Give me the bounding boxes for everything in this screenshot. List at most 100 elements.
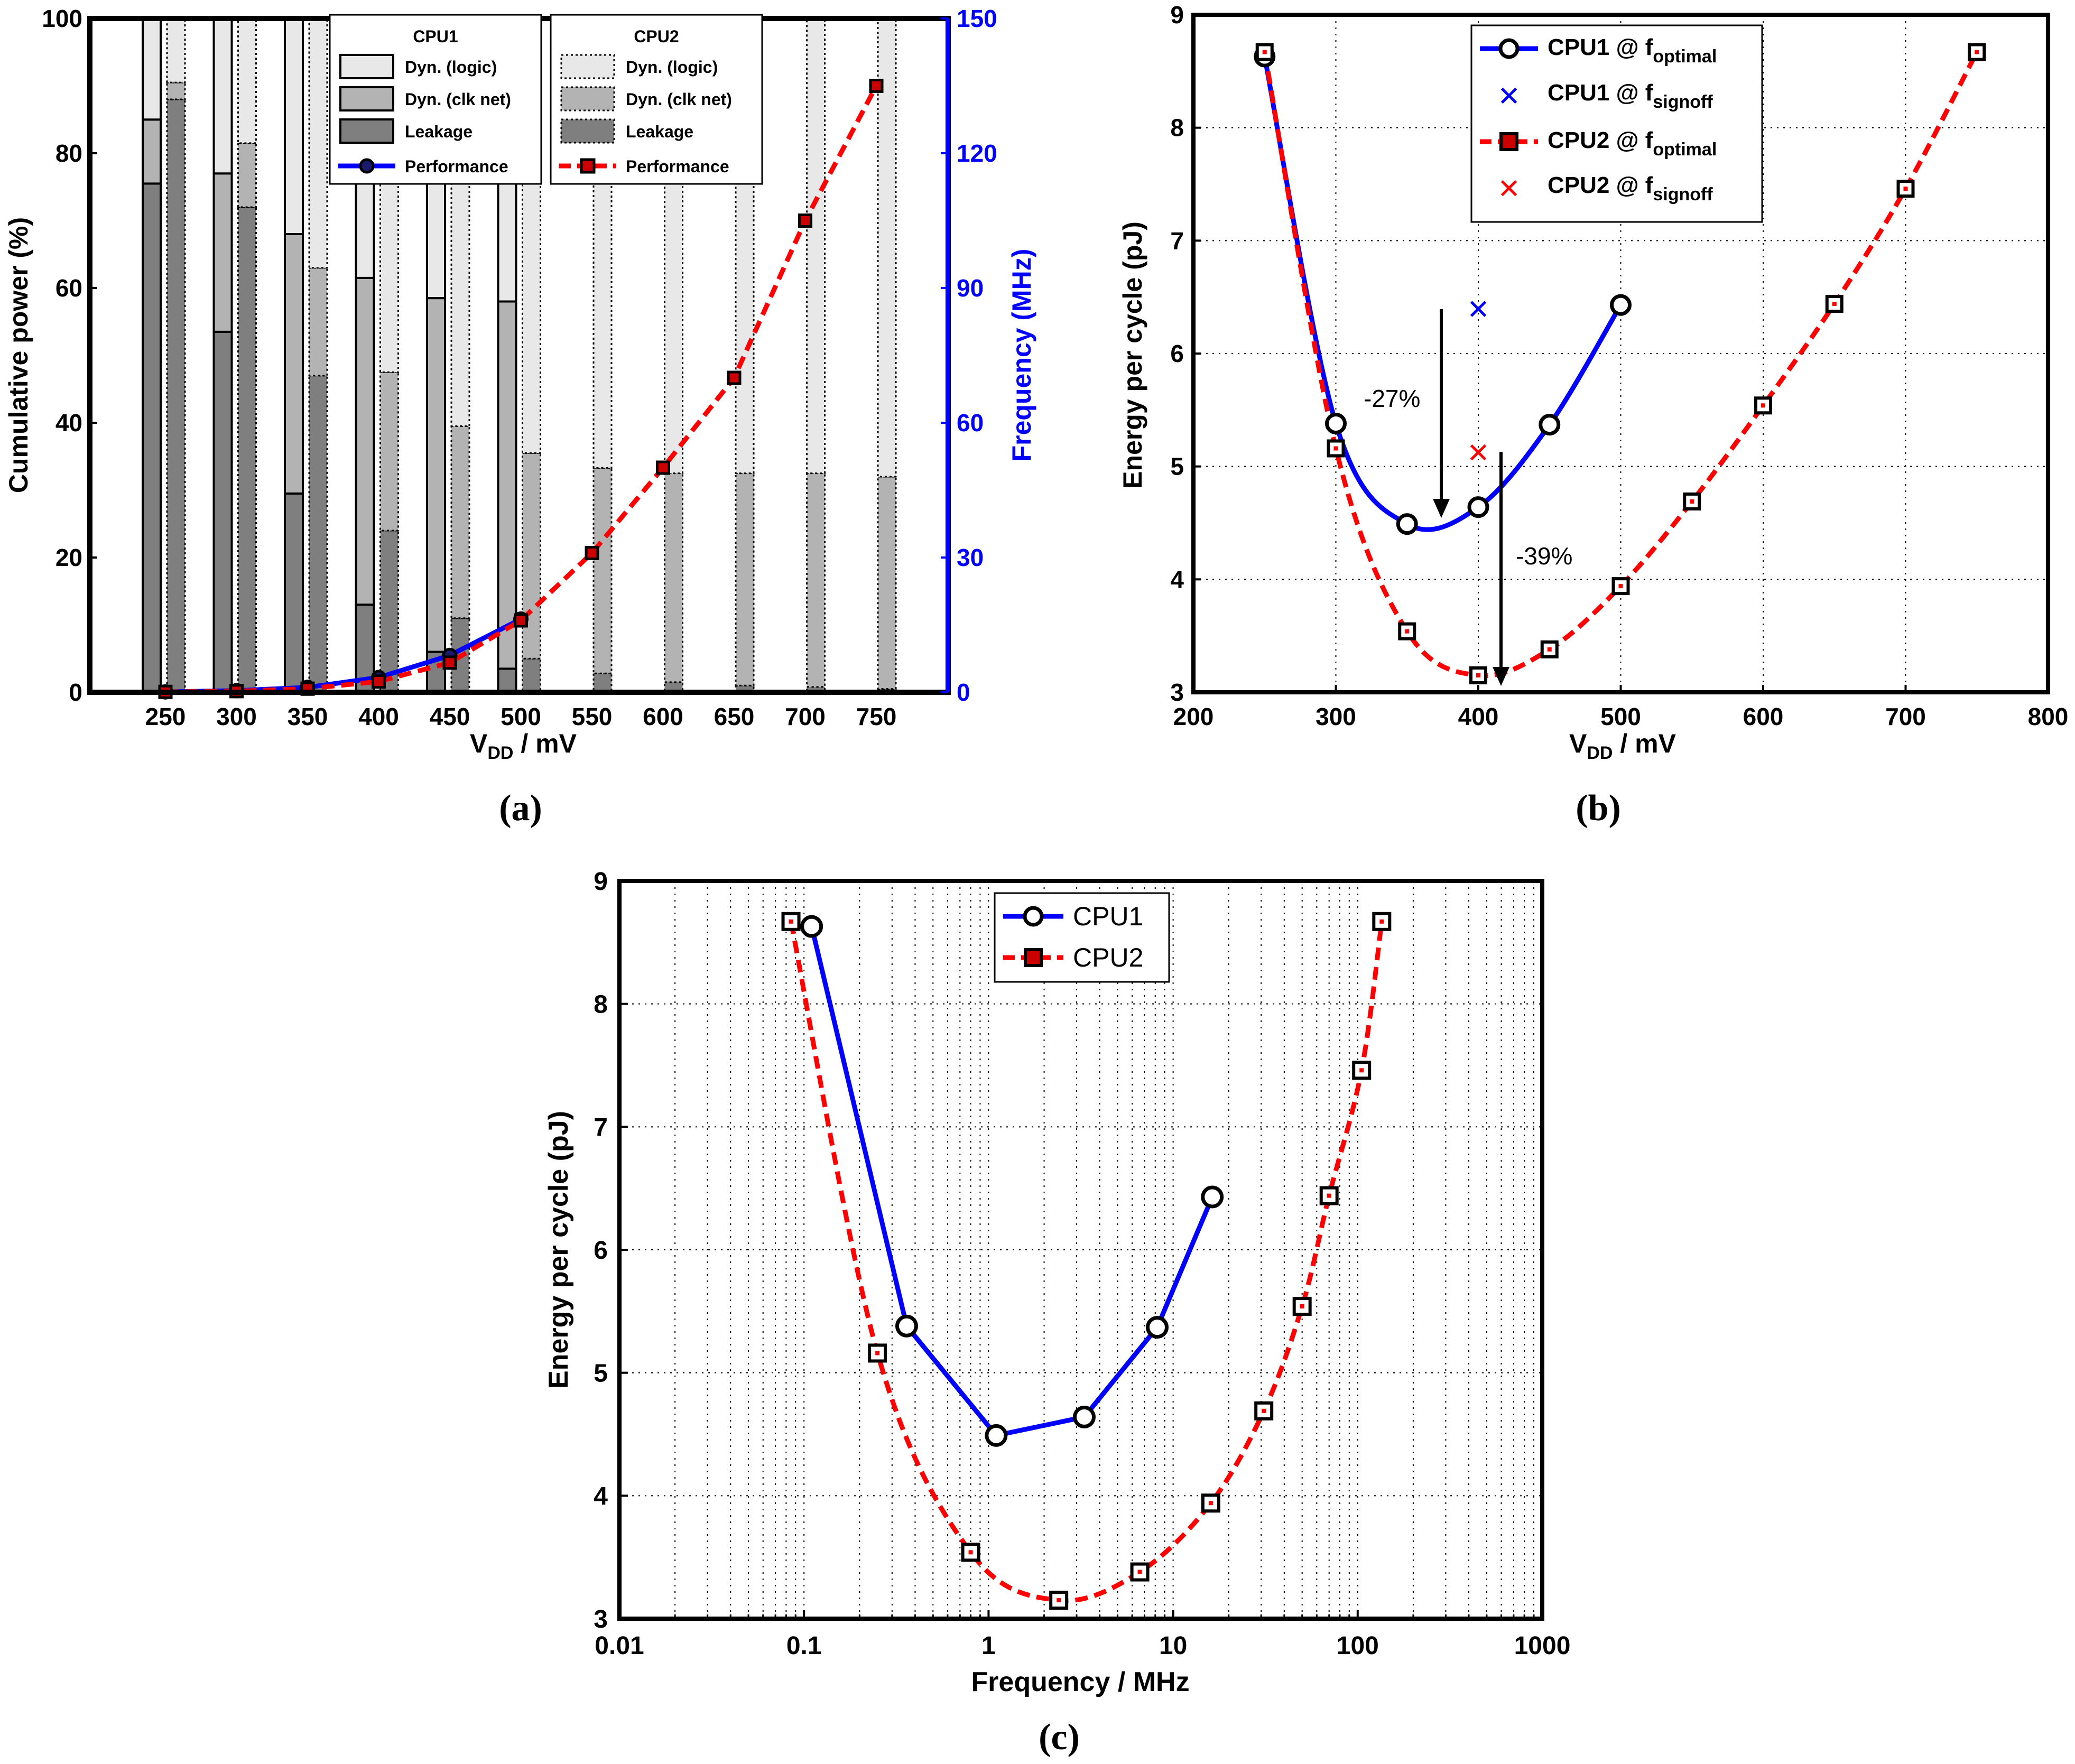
legend-swatch-cpu2-leakage (560, 118, 615, 144)
panel-b-caption: (b) (1576, 788, 1621, 829)
c-xtick-label: 100 (1337, 1632, 1379, 1660)
a-ytick-label: 0 (69, 679, 82, 706)
panel-a: 0 20 40 60 80 100 0 30 60 90 120 150 250 300 350 400 450… (4, 5, 1036, 829)
bar-cpu2-dyn-clk-net-350 (308, 267, 328, 377)
panel-a-legend-cpu1-title: CPU1 (413, 27, 458, 46)
b-point-cpu1-500 (1610, 294, 1632, 316)
b-point-cpu2-300-core (1333, 446, 1338, 451)
panel-c-plot-frame (617, 879, 1544, 1621)
panel-b-x-label: VDD / mV (1569, 729, 1676, 763)
b-xtick-label: 500 (1600, 703, 1641, 730)
c-point-cpu1-16.3 (1201, 1185, 1224, 1209)
a-ytick-label: 100 (42, 5, 82, 32)
bar-cpu1-dyn-clk-net-450 (426, 297, 446, 653)
perf-point-cpu2-500 (514, 613, 528, 628)
b-xtick-label: 200 (1173, 703, 1214, 730)
a-xtick-label: 350 (288, 703, 328, 730)
a-xtick-label: 700 (785, 703, 826, 730)
legend-label-cpu2-performance: Performance (626, 157, 729, 176)
bar-cpu2-leakage-500 (522, 657, 541, 693)
bar-cpu2-leakage-350 (308, 375, 328, 693)
b-point-cpu2-650-core (1832, 301, 1837, 306)
bar-cpu2-leakage-250 (166, 98, 186, 693)
c-point-cpu2-6.6-core (1137, 1570, 1142, 1574)
b-point-cpu2-300 (1327, 439, 1345, 458)
b-point-cpu1-450 (1539, 414, 1561, 436)
b-point-cpu2-350-core (1405, 629, 1410, 634)
panel-c-y-label: Energy per cycle (pJ) (543, 1111, 574, 1389)
legend-marker-cpu2 (1024, 948, 1043, 967)
c-point-cpu2-31-core (1262, 1408, 1266, 1413)
b-signoff-cpu1: ✕ (1467, 295, 1490, 326)
legend-label-cpu1-optimal: CPU1 @ foptimal (1548, 34, 1717, 67)
panel-a-legend-cpu1: CPU1 Dyn. (logic) Dyn. (clk net) Leakage… (329, 14, 542, 185)
b-point-cpu2-500 (1611, 577, 1630, 596)
a-ytick-label: 40 (55, 409, 82, 437)
c-point-cpu2-16-core (1208, 1501, 1213, 1506)
legend-label-cpu1-dyn-logic: Dyn. (logic) (405, 58, 497, 77)
panel-c-x-label: Frequency / MHz (971, 1667, 1189, 1697)
legend-label-cpu1-dyn-clk: Dyn. (clk net) (405, 90, 511, 109)
c-xtick-label: 0.01 (595, 1632, 644, 1660)
c-point-cpu1-3.3 (1072, 1405, 1096, 1428)
legend-label-cpu1: CPU1 (1073, 902, 1143, 931)
legend-marker-cpu1 (1023, 906, 1044, 927)
b-ytick-label: 7 (1170, 227, 1184, 254)
c-xtick-label: 1000 (1514, 1632, 1571, 1660)
bar-cpu1-dyn-logic-300 (212, 17, 233, 175)
a-xtick-label: 600 (643, 703, 683, 730)
panel-a-x-label-sub: DD (487, 743, 513, 763)
legend-label-cpu2-optimal-sub: optimal (1653, 140, 1717, 160)
legend-label-cpu1-signoff-sub: signoff (1653, 92, 1713, 112)
b-ytick-label: 3 (1170, 679, 1184, 706)
c-ytick-label: 8 (594, 991, 608, 1019)
a-xtick-label: 250 (145, 703, 186, 730)
c-point-cpu2-0.085 (781, 912, 801, 931)
legend-label-cpu1-signoff: CPU1 @ fsignoff (1548, 80, 1713, 112)
b-ytick-label: 4 (1170, 565, 1184, 593)
bar-cpu2-dyn-logic-300 (237, 17, 257, 144)
bar-cpu1-dyn-clk-net-250 (142, 118, 162, 185)
bar-cpu2-leakage-550 (592, 672, 613, 693)
c-ytick-label: 4 (594, 1482, 608, 1510)
bar-cpu2-dyn-logic-750 (877, 17, 897, 478)
bar-cpu2-dyn-clk-net-250 (166, 81, 186, 100)
a-xtick-label: 500 (501, 703, 541, 730)
b-point-cpu2-700-core (1903, 187, 1908, 191)
legend-swatch-cpu1-leakage (339, 118, 394, 144)
legend-swatch-cpu2-dyn-clk (560, 86, 615, 112)
perf-point-cpu2-700 (798, 213, 812, 228)
legend-marker-cpu1-optimal (1498, 38, 1520, 59)
c-point-cpu2-2.4 (1049, 1591, 1069, 1610)
a-ytick-label: 60 (55, 274, 82, 302)
perf-point-cpu2-650 (727, 370, 742, 385)
perf-point-cpu2-600 (656, 460, 670, 475)
a-y2tick-label: 60 (957, 409, 984, 437)
panel-a-legend-cpu2-title: CPU2 (634, 27, 679, 46)
a-y2tick-label: 0 (957, 679, 970, 706)
panel-c-ticks: 0.01 0.1 1 10 100 1000 3 4 5 6 7 8 9 (594, 868, 1570, 1660)
panel-b-x-label-tail: / mV (1613, 729, 1676, 758)
bar-cpu2-dyn-clk-net-550 (592, 467, 613, 674)
panel-b-legend: CPU1 @ foptimal ✕ CPU1 @ fsignoff CPU2 @… (1470, 24, 1763, 223)
bar-cpu2-leakage-300 (237, 206, 257, 693)
a-xtick-label: 450 (430, 703, 470, 730)
bar-cpu1-leakage-300 (212, 330, 233, 693)
bar-cpu2-dyn-clk-net-600 (664, 472, 683, 683)
b-ytick-label: 5 (1170, 453, 1184, 480)
bar-cpu2-dyn-clk-net-700 (806, 472, 826, 688)
panel-b-x-label-main: V (1569, 729, 1587, 758)
bar-cpu2-dyn-clk-net-300 (237, 142, 257, 208)
legend-label-cpu1-optimal-base: CPU1 @ f (1548, 34, 1653, 60)
b-point-cpu2-650 (1825, 294, 1844, 313)
b-point-cpu2-600-core (1761, 403, 1765, 408)
panel-b-legend-box (1470, 24, 1763, 223)
c-xtick-label: 1 (981, 1632, 996, 1660)
b-point-cpu2-550-core (1690, 499, 1694, 504)
panel-b-ticks: 200 300 400 500 600 700 800 3 4 5 6 7 8 9 (1170, 1, 2068, 730)
c-point-cpu1-8.2 (1146, 1316, 1169, 1339)
legend-marker-cpu2-performance (580, 158, 596, 174)
annotation-arrowhead-39 (1493, 667, 1509, 686)
b-ytick-label: 9 (1170, 1, 1184, 29)
